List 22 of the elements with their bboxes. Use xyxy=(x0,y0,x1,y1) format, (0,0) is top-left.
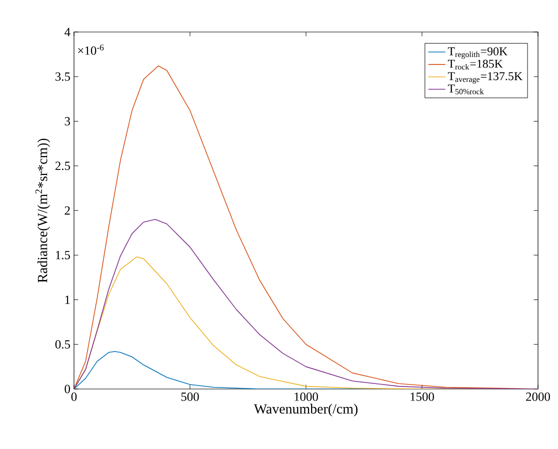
x-tick-label: 1000 xyxy=(294,392,318,401)
legend-label: T$_{average}$=137.5K xyxy=(448,72,522,84)
y-tick-label: 2.5 xyxy=(55,162,70,170)
y-tick-label: 3 xyxy=(64,117,70,126)
x-tick-label: 1500 xyxy=(410,392,434,401)
legend-label: T$_{rock}$=185K xyxy=(448,60,503,70)
annotation: ×10$^{-6}$ xyxy=(78,44,104,55)
x-tick-label: 0 xyxy=(71,392,77,401)
y-tick-label: 1.5 xyxy=(56,250,70,260)
y-axis-title: Radiance(W/(m$^{2}$*sr*cm)) xyxy=(35,138,50,282)
x-tick-label: 2000 xyxy=(526,392,550,401)
x-tick-label: 500 xyxy=(181,392,199,401)
y-tick-label: 0.5 xyxy=(55,340,70,349)
y-tick-label: 4 xyxy=(64,28,70,36)
y-tick-label: 1 xyxy=(65,296,70,304)
legend-label: T$_{50%rock}$ xyxy=(448,84,484,94)
y-tick-label: 2 xyxy=(64,206,70,215)
y-tick-label: 0 xyxy=(64,384,70,394)
y-tick-label: 3.5 xyxy=(56,72,70,81)
legend-label: T$_{regolith}$=90K xyxy=(448,47,508,59)
x-axis-title: Wavenumber(/cm) xyxy=(254,404,358,416)
line-series xyxy=(74,219,538,389)
